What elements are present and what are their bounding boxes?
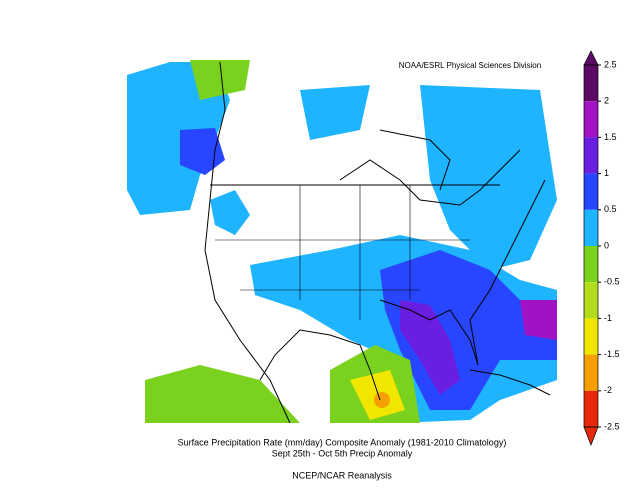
source: NCEP/NCAR Reanalysis (292, 470, 392, 480)
title: Surface Precipitation Rate (mm/day) Comp… (178, 437, 507, 447)
coastlines (204, 61, 551, 424)
colorbar-band (584, 65, 598, 102)
colorbar-tick-label: 1.5 (604, 132, 617, 142)
colorbar-tick-label: 0.5 (604, 204, 617, 214)
map: NOAA/ESRL Physical Sciences Division (127, 60, 557, 424)
anomaly-region (210, 190, 250, 235)
colorbar-tick-label: 2.5 (604, 59, 617, 69)
colorbar-tick-label: -0.5 (604, 277, 620, 287)
colorbar-band (584, 209, 598, 246)
colorbar: 2.5 2 1.5 1 0.5 0 -0.5 -1 -1.5 -2 -2.5 (583, 50, 620, 446)
subtitle: Sept 25th - Oct 5th Precip Anomaly (272, 448, 413, 458)
credit: NOAA/ESRL Physical Sciences Division (399, 61, 541, 70)
colorbar-band (584, 354, 598, 391)
colorbar-cap (583, 50, 599, 66)
colorbar-tick-label: 2 (604, 96, 609, 106)
colorbar-tick-label: 1 (604, 168, 609, 178)
anomaly-region (520, 300, 557, 340)
colorbar-tick-label: -1.5 (604, 349, 620, 359)
colorbar-tick-label: -1 (604, 313, 612, 323)
colorbar-tick-label: -2.5 (604, 421, 620, 431)
anomaly-region (190, 60, 250, 100)
colorbar-band (584, 173, 598, 210)
colorbar-band (584, 318, 598, 355)
colorbar-band (584, 246, 598, 283)
anomaly-region (145, 365, 300, 423)
colorbar-band (584, 282, 598, 319)
anomaly-region (380, 250, 557, 410)
anomaly-region (300, 85, 370, 140)
colorbar-band (584, 101, 598, 138)
colorbar-tick-label: 0 (604, 240, 609, 250)
colorbar-band (584, 390, 598, 427)
anomaly-region (374, 392, 390, 408)
colorbar-cap (583, 426, 599, 446)
anomaly-region (127, 62, 230, 215)
anomaly-region (400, 300, 460, 395)
colorbar-tick-label: -2 (604, 385, 612, 395)
colorbar-band (584, 137, 598, 174)
